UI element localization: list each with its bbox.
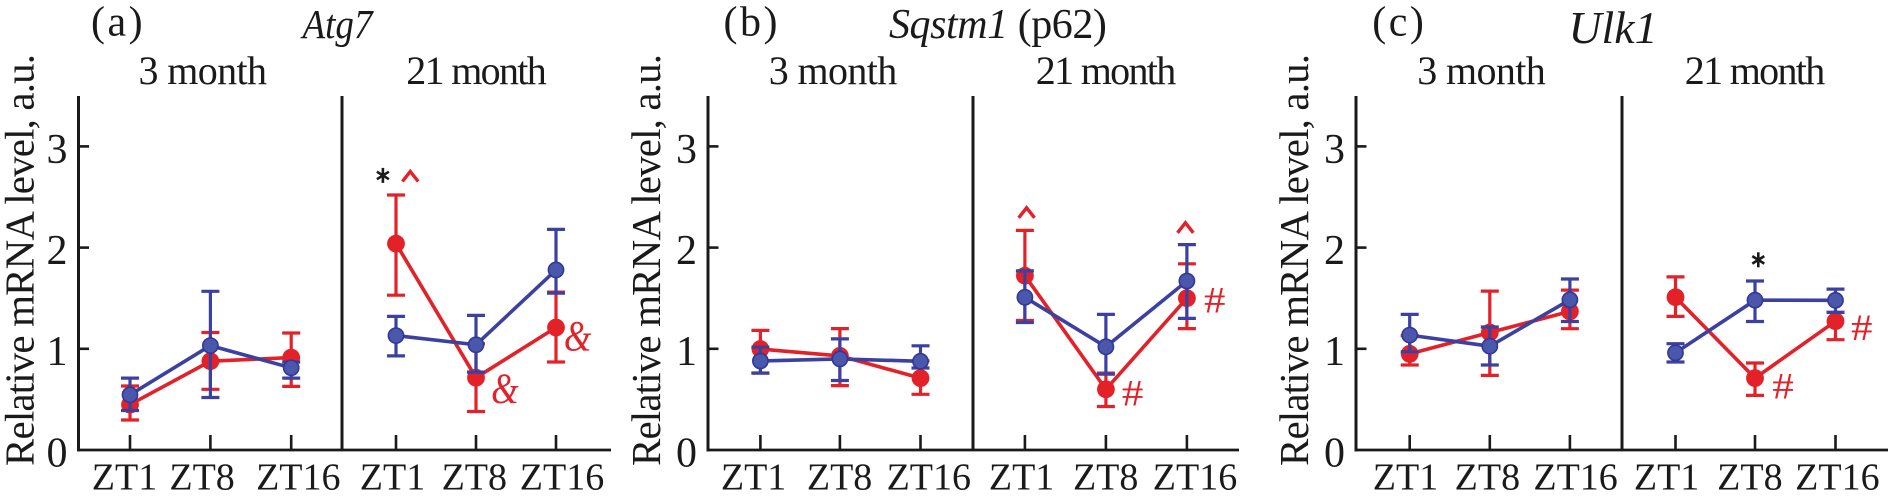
svg-text:ZT1: ZT1: [989, 457, 1054, 499]
svg-text:3 month: 3 month: [139, 48, 267, 93]
svg-text:ZT8: ZT8: [1073, 457, 1138, 499]
svg-text:ZT16: ZT16: [1795, 457, 1879, 499]
svg-text:ZT1: ZT1: [1634, 457, 1699, 499]
svg-text:3: 3: [1324, 127, 1345, 173]
svg-text:21 month: 21 month: [1685, 48, 1826, 93]
svg-text:ZT1: ZT1: [1373, 457, 1438, 499]
svg-text:#: #: [1772, 367, 1794, 408]
svg-text:ZT8: ZT8: [1717, 457, 1782, 499]
svg-text:3: 3: [676, 127, 697, 173]
svg-text:ZT8: ZT8: [1455, 457, 1520, 499]
svg-text:ZT8: ZT8: [807, 457, 872, 499]
svg-text:3: 3: [47, 127, 68, 173]
svg-text:ZT16: ZT16: [1153, 457, 1237, 499]
svg-text:0: 0: [1324, 430, 1345, 476]
svg-text:1: 1: [676, 329, 697, 375]
svg-text:Ulk1: Ulk1: [1569, 3, 1658, 53]
svg-text:ZT8: ZT8: [442, 457, 507, 499]
svg-text:ZT16: ZT16: [256, 457, 340, 499]
svg-text:ZT16: ZT16: [887, 457, 971, 499]
svg-text:Relative mRNA level, a.u.: Relative mRNA level, a.u.: [1271, 54, 1317, 466]
svg-text:(a): (a): [91, 0, 145, 46]
svg-text:Relative mRNA level, a.u.: Relative mRNA level, a.u.: [0, 54, 43, 466]
svg-text:(b): (b): [724, 0, 780, 46]
svg-text:1: 1: [47, 329, 68, 375]
svg-text:2: 2: [47, 228, 68, 274]
svg-text:#: #: [1851, 308, 1873, 349]
svg-text:3 month: 3 month: [769, 48, 898, 93]
svg-text:0: 0: [47, 430, 68, 476]
svg-text:3 month: 3 month: [1417, 48, 1546, 93]
svg-text:Relative mRNA level, a.u.: Relative mRNA level, a.u.: [623, 54, 669, 466]
svg-text:2: 2: [676, 228, 697, 274]
svg-text:ZT1: ZT1: [360, 457, 425, 499]
svg-text:Atg7: Atg7: [300, 1, 374, 47]
svg-text:ZT8: ZT8: [169, 457, 234, 499]
svg-text:21 month: 21 month: [406, 48, 547, 93]
svg-text:#: #: [1204, 281, 1226, 322]
svg-text:0: 0: [676, 430, 697, 476]
svg-text:&: &: [564, 314, 592, 361]
svg-text:ZT16: ZT16: [520, 457, 604, 499]
svg-text:&: &: [491, 366, 519, 413]
svg-text:1: 1: [1324, 329, 1345, 375]
svg-text:(c): (c): [1372, 0, 1426, 46]
svg-text:2: 2: [1324, 228, 1345, 274]
svg-text:Sqstm1 (p62): Sqstm1 (p62): [889, 2, 1106, 48]
svg-text:21 month: 21 month: [1036, 48, 1177, 93]
svg-text:ZT1: ZT1: [92, 457, 157, 499]
svg-text:ZT16: ZT16: [1533, 457, 1617, 499]
svg-text:ZT1: ZT1: [721, 457, 786, 499]
svg-text:#: #: [1122, 374, 1144, 415]
